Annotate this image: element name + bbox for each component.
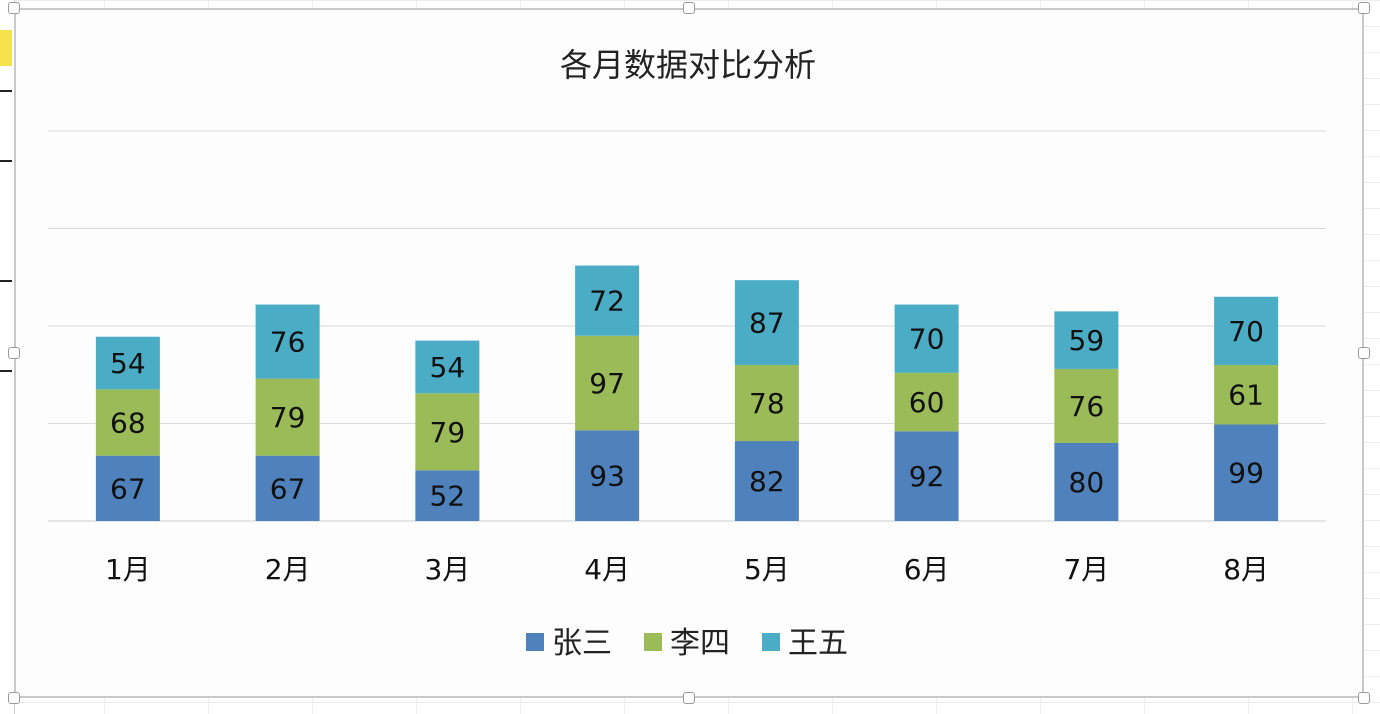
category-label-7: 7月 [1063,553,1109,586]
bar-2-4 [575,335,640,431]
bar-1-3 [415,470,480,521]
data-label-2-8: 61 [1228,379,1264,412]
category-label-4: 4月 [584,553,630,586]
bar-1-1 [95,455,160,521]
legend-label-1: 张三 [552,626,612,661]
resize-handle-bottom-right[interactable] [1358,692,1370,704]
data-label-1-3: 52 [430,480,466,513]
data-label-1-6: 92 [909,460,945,493]
resize-handle-left[interactable] [8,347,20,359]
category-axis-labels: 1月 2月 3月 4月 5月 6月 7月 8月 [105,553,1269,586]
data-label-3-8: 70 [1228,315,1264,348]
bar-3-7 [1054,311,1119,369]
legend-label-3: 王五 [788,626,848,661]
resize-handle-bottom-left[interactable] [8,692,20,704]
resize-handle-top-right[interactable] [1358,2,1370,14]
bar-3-6 [894,304,959,373]
data-label-2-2: 79 [270,401,306,434]
legend-swatch-3 [762,633,780,651]
data-label-1-1: 67 [110,472,146,505]
data-label-2-6: 60 [909,386,945,419]
data-label-3-3: 54 [430,351,466,384]
data-label-1-4: 93 [589,460,625,493]
legend[interactable]: 张三 李四 王五 [526,626,848,661]
data-label-2-5: 78 [749,387,785,420]
data-label-1-2: 67 [270,472,306,505]
bar-2-7 [1054,368,1119,443]
legend-swatch-1 [526,633,544,651]
data-label-3-6: 70 [909,323,945,356]
data-label-3-2: 76 [270,326,306,359]
resize-handle-bottom[interactable] [683,692,695,704]
bar-1-7 [1054,443,1119,521]
row-divider [0,160,12,162]
category-label-2: 2月 [265,553,311,586]
bar-2-8 [1214,365,1279,425]
bar-1-2 [255,455,320,521]
legend-label-2: 李四 [670,626,730,661]
bar-2-1 [95,389,160,456]
data-label-3-5: 87 [749,307,785,340]
bar-2-2 [255,378,320,456]
bar-3-1 [95,336,160,390]
resize-handle-top-left[interactable] [8,2,20,14]
bar-2-3 [415,393,480,471]
category-label-1: 1月 [105,553,151,586]
legend-swatch-2 [644,633,662,651]
bar-1-5 [734,441,799,521]
bars [95,265,1279,521]
bar-3-8 [1214,296,1279,365]
data-label-1-5: 82 [749,465,785,498]
data-label-1-8: 99 [1228,457,1264,490]
category-label-3: 3月 [424,553,470,586]
bar-1-4 [575,430,640,521]
data-label-3-1: 54 [110,347,146,380]
category-label-5: 5月 [744,553,790,586]
resize-handle-top[interactable] [683,2,695,14]
data-label-3-7: 59 [1069,324,1105,357]
data-label-2-7: 76 [1069,390,1105,423]
data-label-1-7: 80 [1069,466,1105,499]
row-divider [0,90,12,92]
bar-1-8 [1214,424,1279,521]
data-label-3-4: 72 [589,285,625,318]
bar-3-2 [255,304,320,379]
bar-3-3 [415,340,480,394]
data-label-2-4: 97 [589,367,625,400]
bar-3-4 [575,265,640,336]
bar-2-5 [734,365,799,442]
row-divider [0,280,12,282]
bar-1-6 [894,431,959,521]
selected-cell-marker [0,30,12,66]
chart-title: 各月数据对比分析 [560,46,816,84]
resize-handle-right[interactable] [1358,347,1370,359]
category-label-6: 6月 [904,553,950,586]
category-label-8: 8月 [1223,553,1269,586]
row-divider [0,370,12,372]
bar-3-5 [734,280,799,365]
data-label-2-1: 68 [110,407,146,440]
gridlines [48,130,1326,522]
data-labels: 67 68 54 67 79 76 52 79 54 93 97 72 82 78 87 92 60 70 80 76… [110,285,1264,513]
data-label-2-3: 79 [430,416,466,449]
bar-2-6 [894,372,959,432]
